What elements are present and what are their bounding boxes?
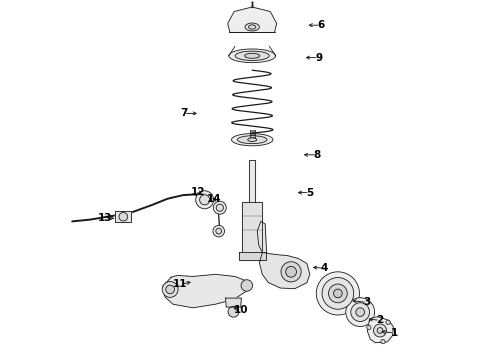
Text: 11: 11 — [173, 279, 188, 289]
Text: 14: 14 — [207, 194, 221, 204]
Circle shape — [381, 339, 385, 344]
Polygon shape — [163, 274, 248, 308]
Circle shape — [228, 306, 239, 317]
Text: 10: 10 — [234, 305, 248, 315]
Circle shape — [356, 308, 365, 316]
Polygon shape — [225, 298, 242, 307]
Ellipse shape — [238, 136, 267, 144]
Circle shape — [316, 272, 360, 315]
Text: 8: 8 — [314, 150, 320, 160]
Polygon shape — [228, 7, 277, 32]
Circle shape — [281, 262, 301, 282]
Circle shape — [199, 195, 210, 205]
Circle shape — [322, 278, 354, 309]
Ellipse shape — [235, 51, 270, 60]
Circle shape — [377, 328, 383, 333]
Ellipse shape — [245, 23, 259, 31]
Circle shape — [286, 266, 296, 277]
Text: 7: 7 — [180, 108, 188, 118]
Circle shape — [328, 284, 347, 303]
Circle shape — [216, 204, 223, 211]
Polygon shape — [239, 252, 266, 260]
Circle shape — [166, 285, 174, 294]
Polygon shape — [257, 221, 267, 253]
Text: 13: 13 — [98, 213, 112, 223]
Circle shape — [162, 282, 178, 297]
Text: 9: 9 — [315, 53, 322, 63]
Ellipse shape — [248, 138, 257, 141]
Polygon shape — [249, 160, 255, 202]
Ellipse shape — [229, 49, 275, 63]
Text: 2: 2 — [376, 315, 384, 325]
Circle shape — [386, 320, 391, 324]
Text: 1: 1 — [391, 328, 398, 338]
Polygon shape — [242, 202, 262, 254]
Circle shape — [216, 228, 221, 234]
Text: 3: 3 — [364, 297, 371, 307]
Circle shape — [119, 212, 127, 221]
Circle shape — [196, 191, 214, 209]
Circle shape — [241, 280, 252, 291]
Circle shape — [346, 298, 374, 327]
Circle shape — [213, 225, 224, 237]
Ellipse shape — [248, 25, 256, 29]
Text: 4: 4 — [320, 263, 328, 273]
Circle shape — [373, 324, 387, 337]
Circle shape — [334, 289, 342, 298]
Polygon shape — [116, 211, 131, 222]
Polygon shape — [259, 253, 310, 289]
Circle shape — [351, 303, 369, 321]
Text: 6: 6 — [317, 20, 324, 30]
Circle shape — [367, 325, 371, 330]
Circle shape — [213, 201, 226, 214]
Polygon shape — [368, 317, 393, 343]
Text: 12: 12 — [191, 186, 205, 197]
Text: 5: 5 — [306, 188, 314, 198]
Ellipse shape — [231, 134, 273, 146]
Ellipse shape — [245, 53, 260, 58]
